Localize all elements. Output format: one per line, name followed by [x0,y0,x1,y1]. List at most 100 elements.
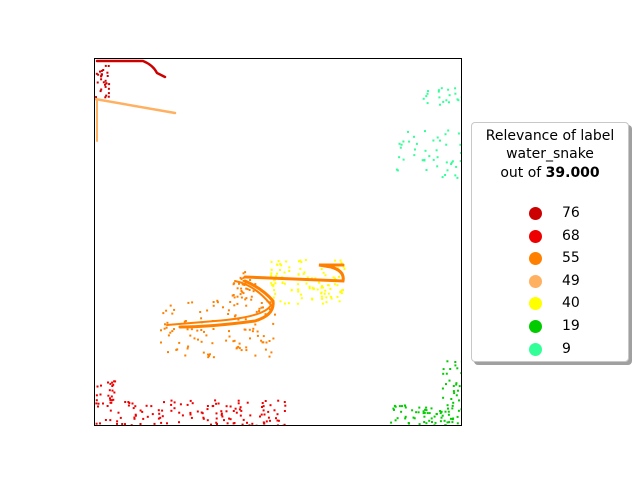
heatmap-cell [158,412,161,415]
heatmap-stroke [178,279,275,329]
heatmap-cell [212,304,215,307]
heatmap-cell [283,302,286,305]
heatmap-cell [236,295,239,298]
heatmap-cell [457,132,460,135]
heatmap-cell [116,422,118,425]
legend-entry: 49 [472,271,628,293]
heatmap-cell [426,92,429,95]
heatmap-cell [296,302,299,305]
heatmap-cell [436,136,439,139]
heatmap-cell [266,300,269,303]
heatmap-cell [332,276,335,279]
heatmap-cell [236,287,239,290]
heatmap-cell [422,412,425,415]
heatmap-cell [210,423,212,425]
heatmap-cell [323,292,326,295]
heatmap-cell [229,405,232,408]
heatmap-cell [254,354,257,357]
heatmap-cell [448,379,451,382]
heatmap-cell [246,288,249,291]
heatmap-cell [336,295,339,298]
heatmap-cell [173,328,175,331]
heatmap-cell [95,422,98,425]
heatmap-cell [206,405,209,407]
heatmap-cell [244,328,247,331]
heatmap-cell [239,276,242,279]
heatmap-cell [443,419,446,422]
heatmap-cell [439,420,442,423]
legend-entry: 55 [472,248,628,270]
heatmap-cell [440,87,443,90]
heatmap-cell [426,412,429,415]
heatmap-cell [133,416,136,419]
heatmap-cell [252,327,255,330]
heatmap-cell [264,400,267,402]
heatmap-cell [277,419,280,422]
heatmap-cell [256,330,259,333]
heatmap-cell [452,385,455,387]
heatmap-cell [455,383,458,386]
heatmap-cell [441,414,444,417]
heatmap-cell [244,318,247,321]
heatmap-cell [306,276,309,279]
heatmap-cell [109,419,112,422]
heatmap-cell [232,410,235,412]
heatmap-cell [146,415,149,418]
heatmap-cell [97,405,99,408]
heatmap-cell [171,312,174,315]
heatmap-cell [141,410,144,413]
heatmap-cell [276,263,279,266]
legend-entry: 19 [472,316,628,338]
heatmap-cell [187,301,190,304]
heatmap-cell [240,349,243,352]
heatmap-cell [279,263,282,265]
heatmap-cell [258,310,261,312]
heatmap-cell [114,380,117,383]
heatmap-cell [299,267,302,270]
heatmap-cell [240,290,243,292]
heatmap-cell [283,401,286,403]
heatmap-cell [225,405,228,408]
heatmap-cell [270,282,273,285]
heatmap-cell [425,169,428,171]
heatmap-cell [452,390,455,393]
heatmap-cell [200,317,203,320]
heatmap-cell [454,361,457,363]
heatmap-cell [104,64,107,67]
heatmap-cell [100,73,103,76]
heatmap-cell [321,286,324,289]
heatmap-cell [111,381,114,384]
heatmap-cell [297,273,300,276]
heatmap-cell [262,409,265,412]
heatmap-cell [445,143,448,146]
heatmap-cell [262,405,265,408]
heatmap-cell [232,283,235,286]
heatmap-cell [342,289,344,291]
heatmap-cell [202,351,205,354]
heatmap-cell [407,130,409,133]
heatmap-cell [259,415,261,418]
legend-entry: 40 [472,293,628,315]
heatmap-cell [444,133,447,136]
heatmap-cell [453,392,456,395]
heatmap-cell [320,268,323,270]
heatmap-cell [439,412,442,415]
heatmap-cell [262,341,265,344]
heatmap-cell [244,281,247,284]
heatmap-cell [178,341,181,344]
heatmap-cell [404,406,407,409]
heatmap-cell [216,423,218,425]
heatmap-cell [209,353,211,356]
heatmap-cell [338,300,341,303]
heatmap-cell [237,402,240,405]
heatmap-cell [242,292,245,295]
heatmap-cell [139,423,142,425]
heatmap-cell [104,419,107,421]
heatmap-cell [243,284,246,286]
heatmap-cell [272,279,275,282]
heatmap-cell [251,330,254,333]
heatmap-cell [215,421,218,424]
heatmap-cell [324,274,327,277]
heatmap-cell [394,405,397,408]
heatmap-cell [189,411,192,414]
